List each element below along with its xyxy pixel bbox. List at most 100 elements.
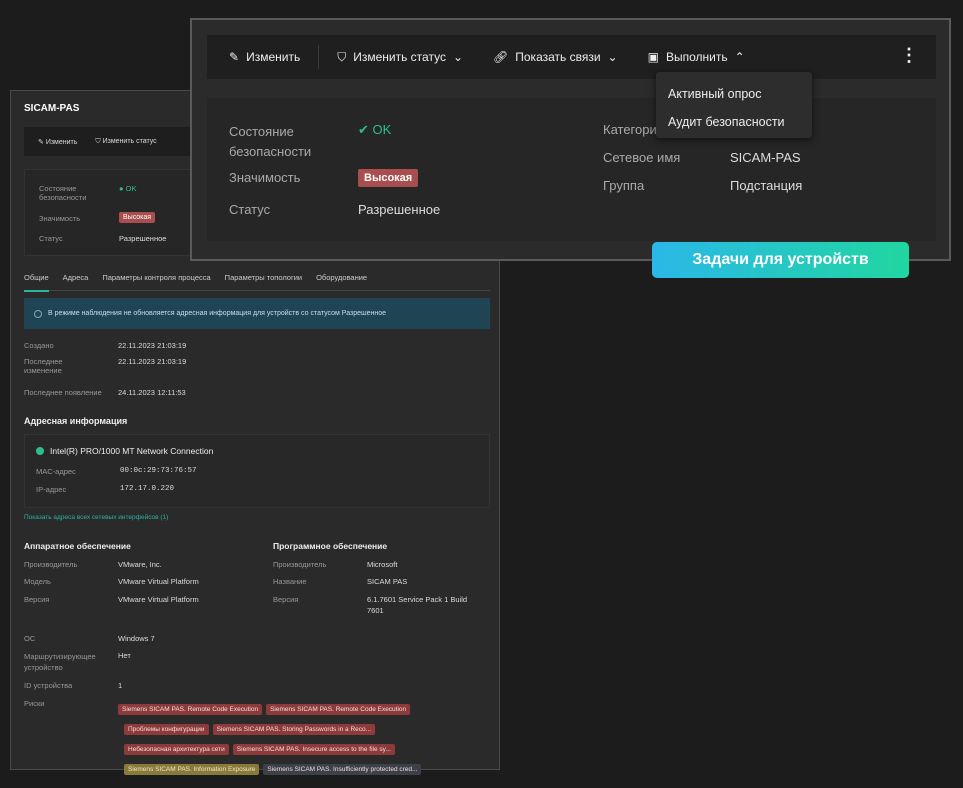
last-seen-label: Последнее появление bbox=[24, 388, 102, 397]
info-icon bbox=[34, 309, 42, 318]
interface-name: Intel(R) PRO/1000 MT Network Connection bbox=[50, 446, 214, 456]
tab-topology[interactable]: Параметры топологии bbox=[224, 273, 303, 282]
pencil-icon: ✎ bbox=[229, 50, 240, 64]
tab-general[interactable]: Общие bbox=[24, 273, 49, 292]
group-label: Группа bbox=[603, 178, 645, 193]
clipboard-icon: ▣ bbox=[647, 50, 659, 64]
risk-tag[interactable]: Siemens SICAM PAS. Information Exposure bbox=[124, 764, 260, 775]
hw-vendor-label: Производитель bbox=[24, 560, 78, 569]
device-id-value: 1 bbox=[118, 681, 123, 690]
risk-tags: Siemens SICAM PAS. Remote Code Execution… bbox=[118, 698, 478, 778]
risk-tag[interactable]: Siemens SICAM PAS. Remote Code Execution bbox=[118, 704, 263, 715]
execute-label: Выполнить bbox=[665, 50, 728, 64]
risk-tag[interactable]: Siemens SICAM PAS. Storing Passwords in … bbox=[212, 724, 376, 735]
created-value: 22.11.2023 21:03:19 bbox=[118, 341, 187, 350]
status-value: Разрешенное bbox=[358, 202, 441, 217]
status-label: Статус bbox=[39, 234, 63, 243]
address-heading: Адресная информация bbox=[24, 416, 128, 426]
network-interface-card: Intel(R) PRO/1000 MT Network Connection … bbox=[24, 434, 490, 508]
check-circle-icon: ✔ bbox=[358, 122, 369, 137]
importance-label: Значимость bbox=[229, 170, 301, 185]
ok-text: OK bbox=[372, 122, 392, 137]
importance-badge: Высокая bbox=[358, 169, 419, 187]
ip-label: IP-адрес bbox=[36, 485, 67, 494]
tab-hardware[interactable]: Оборудование bbox=[316, 273, 368, 282]
ip-value: 172.17.0.220 bbox=[120, 485, 175, 493]
toolbar: ✎ Изменить ⛉ Изменить статус ⌄ 🔗︎ Показать с… bbox=[207, 35, 936, 79]
software-heading: Программное обеспечение bbox=[273, 541, 388, 551]
sw-name-label: Название bbox=[273, 577, 307, 586]
risk-tag[interactable]: Небезопасная архитектура сети bbox=[124, 744, 229, 755]
edit-label: Изменить bbox=[246, 50, 301, 64]
show-links-button[interactable]: 🔗︎ Показать связи ⌄ bbox=[493, 50, 618, 64]
hw-version-label: Версия bbox=[24, 595, 50, 604]
chevron-down-icon: ⌄ bbox=[452, 50, 464, 64]
risks-label: Риски bbox=[24, 699, 45, 708]
status-dot-icon bbox=[36, 447, 44, 455]
category-label: Категория bbox=[603, 122, 664, 137]
change-status-label: Изменить статус bbox=[102, 137, 157, 145]
sw-version-label: Версия bbox=[273, 595, 299, 604]
device-id-label: ID устройства bbox=[24, 681, 73, 690]
hw-model-label: Модель bbox=[24, 577, 51, 586]
chevron-down-icon: ⌄ bbox=[607, 50, 618, 64]
group-value: Подстанция bbox=[730, 178, 803, 193]
edit-label: Изменить bbox=[45, 138, 78, 146]
more-options-icon[interactable]: ⋮ bbox=[900, 45, 918, 65]
os-value: Windows 7 bbox=[118, 634, 155, 643]
tab-process-control[interactable]: Параметры контроля процесса bbox=[102, 273, 211, 282]
sw-vendor-value: Microsoft bbox=[367, 560, 398, 569]
risk-tag[interactable]: Siemens SICAM PAS. Insufficiently protec… bbox=[263, 764, 422, 775]
risk-tag[interactable]: Проблемы конфигурации bbox=[124, 724, 209, 735]
security-label: Состояние безопасности bbox=[39, 184, 87, 202]
mac-value: 00:0c:29:73:76:57 bbox=[120, 467, 197, 475]
security-value: ✔ OK bbox=[358, 122, 391, 138]
routing-value: Нет bbox=[118, 651, 131, 660]
risk-tag[interactable]: Siemens SICAM PAS. Insecure access to th… bbox=[232, 744, 395, 755]
menu-item-active-poll[interactable]: Активный опрос bbox=[668, 87, 762, 101]
importance-label: Значимость bbox=[39, 214, 81, 223]
change-status-label: Изменить статус bbox=[353, 50, 446, 64]
banner-text: В режиме наблюдения не обновляется адрес… bbox=[48, 310, 387, 317]
sw-name-value: SICAM PAS bbox=[367, 577, 408, 586]
execute-dropdown-menu: Активный опрос Аудит безопасности bbox=[656, 72, 812, 138]
last-seen-value: 24.11.2023 12:11:53 bbox=[118, 388, 186, 397]
security-label: Состояние безопасности bbox=[229, 124, 312, 159]
hw-model-value: VMware Virtual Platform bbox=[118, 577, 199, 586]
shield-icon: ⛉ bbox=[337, 49, 347, 64]
importance-badge: Высокая bbox=[119, 212, 156, 223]
status-label: Статус bbox=[229, 202, 271, 217]
device-title: SICAM-PAS bbox=[24, 103, 80, 114]
menu-item-security-audit[interactable]: Аудит безопасности bbox=[668, 115, 785, 129]
edit-button[interactable]: ✎ Изменить bbox=[38, 138, 78, 146]
change-status-button[interactable]: ⛉ Изменить статус ⌄ bbox=[337, 50, 463, 65]
sw-vendor-label: Производитель bbox=[273, 560, 327, 569]
sw-version-value: 6.1.7601 Service Pack 1 Build 7601 bbox=[367, 595, 468, 615]
netname-label: Сетевое имя bbox=[603, 150, 681, 165]
show-all-addresses-link[interactable]: Показать адреса всех сетевых интерфейсов… bbox=[24, 514, 169, 521]
hw-vendor-value: VMware, Inc. bbox=[118, 560, 162, 569]
modified-value: 22.11.2023 21:03:19 bbox=[118, 357, 187, 366]
link-icon: 🔗︎ bbox=[493, 50, 509, 64]
os-label: ОС bbox=[24, 634, 36, 643]
status-value: Разрешенное bbox=[119, 234, 167, 243]
risk-tag[interactable]: Siemens SICAM PAS. Remote Code Execution bbox=[266, 704, 411, 715]
summary-box: Состояние безопасности ✔ OK Значимость В… bbox=[207, 98, 936, 241]
execute-button[interactable]: ▣ Выполнить ⌃ bbox=[648, 50, 745, 64]
show-links-label: Показать связи bbox=[515, 50, 601, 64]
device-summary-zoom-panel: ✎ Изменить ⛉ Изменить статус ⌄ 🔗︎ Показать с… bbox=[190, 18, 951, 261]
info-banner: В режиме наблюдения не обновляется адрес… bbox=[24, 298, 490, 329]
mac-label: MAC-адрес bbox=[36, 467, 76, 476]
routing-label: Маршрутизирующее устройство bbox=[24, 652, 96, 673]
edit-button[interactable]: ✎ Изменить bbox=[229, 50, 300, 64]
device-tasks-callout: Задачи для устройств bbox=[652, 242, 909, 278]
divider bbox=[318, 45, 320, 69]
tabs: Общие Адреса Параметры контроля процесса… bbox=[24, 273, 490, 292]
hardware-heading: Аппаратное обеспечение bbox=[24, 541, 131, 551]
tab-addresses[interactable]: Адреса bbox=[62, 273, 89, 282]
modified-label: Последнее изменение bbox=[24, 357, 63, 375]
change-status-button[interactable]: ⛉ Изменить статус bbox=[95, 137, 157, 145]
ok-text: OK bbox=[125, 184, 137, 193]
netname-value: SICAM-PAS bbox=[730, 150, 801, 165]
chevron-up-icon: ⌃ bbox=[734, 50, 745, 64]
